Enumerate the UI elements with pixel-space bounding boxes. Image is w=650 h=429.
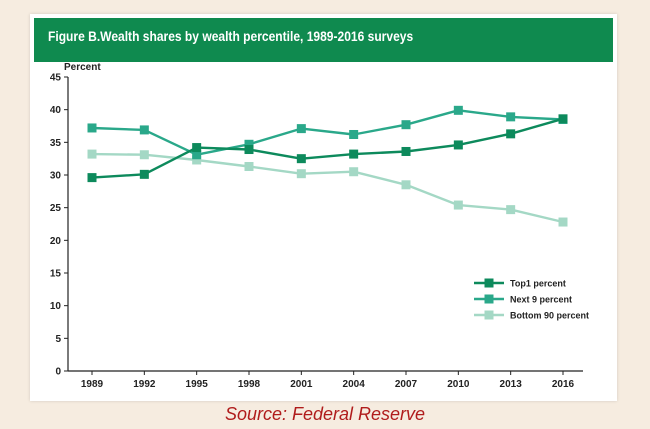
- x-tick-label-2004: 2004: [343, 379, 366, 390]
- x-tick-label-2001: 2001: [290, 379, 313, 390]
- point-next-9-percent-1992: [139, 125, 149, 135]
- legend-marker-top1-percent: [484, 278, 494, 288]
- figure-card: Figure B.Wealth shares by wealth percent…: [30, 14, 617, 401]
- y-tick-label-10: 10: [50, 301, 62, 312]
- point-bottom-90-percent-1995: [192, 155, 202, 165]
- y-tick-label-0: 0: [55, 367, 61, 378]
- y-tick-label-25: 25: [50, 203, 62, 214]
- legend-marker-next-9-percent: [484, 294, 494, 304]
- series-line-bottom-90-percent: [91, 152, 564, 224]
- point-next-9-percent-2013: [506, 112, 516, 122]
- point-top1-percent-1995: [192, 143, 202, 153]
- point-top1-percent-2016: [558, 114, 568, 124]
- x-tick-label-2010: 2010: [447, 379, 470, 390]
- source-caption: Source: Federal Reserve: [224, 404, 426, 424]
- point-bottom-90-percent-1989: [87, 149, 97, 159]
- y-tick-label-30: 30: [50, 171, 62, 182]
- x-tick-label-2013: 2013: [500, 379, 523, 390]
- point-top1-percent-2001: [296, 154, 306, 164]
- x-tick-label-1992: 1992: [133, 379, 156, 390]
- point-bottom-90-percent-2004: [349, 167, 359, 177]
- x-tick-label-1995: 1995: [186, 379, 209, 390]
- point-next-9-percent-2004: [349, 129, 359, 139]
- legend-label-next-9-percent: Next 9 percent: [510, 295, 572, 305]
- point-top1-percent-1989: [87, 173, 97, 183]
- title-bar: Figure B.Wealth shares by wealth percent…: [34, 18, 613, 62]
- x-tick-label-2016: 2016: [552, 379, 575, 390]
- y-tick-label-35: 35: [50, 138, 62, 149]
- point-next-9-percent-1989: [87, 123, 97, 133]
- point-top1-percent-2004: [349, 149, 359, 159]
- point-bottom-90-percent-2001: [296, 169, 306, 179]
- point-next-9-percent-2001: [296, 124, 306, 134]
- x-tick-label-1998: 1998: [238, 379, 261, 390]
- y-tick-label-20: 20: [50, 236, 62, 247]
- legend-label-top1-percent: Top1 percent: [510, 279, 566, 289]
- point-bottom-90-percent-1992: [139, 150, 149, 160]
- point-top1-percent-1992: [139, 169, 149, 179]
- point-bottom-90-percent-2013: [506, 205, 516, 215]
- y-tick-label-40: 40: [50, 105, 62, 116]
- point-next-9-percent-1998: [244, 139, 254, 149]
- point-top1-percent-1998: [244, 145, 254, 155]
- series-line-top1-percent: [91, 117, 564, 179]
- y-axis-label: Percent: [64, 62, 101, 73]
- point-top1-percent-2010: [453, 140, 463, 150]
- point-top1-percent-2007: [401, 146, 411, 156]
- chart-title: Figure B.Wealth shares by wealth percent…: [48, 28, 414, 44]
- legend-marker-bottom-90-percent: [484, 310, 494, 320]
- x-tick-label-2007: 2007: [395, 379, 418, 390]
- y-tick-label-45: 45: [50, 73, 62, 84]
- point-next-9-percent-1995: [192, 150, 202, 160]
- point-bottom-90-percent-1998: [244, 162, 254, 172]
- point-next-9-percent-2010: [453, 105, 463, 115]
- point-bottom-90-percent-2016: [558, 217, 568, 227]
- legend-label-bottom-90-percent: Bottom 90 percent: [510, 311, 589, 321]
- x-tick-label-1989: 1989: [81, 379, 104, 390]
- point-bottom-90-percent-2010: [453, 200, 463, 210]
- y-tick-label-15: 15: [50, 269, 62, 280]
- point-top1-percent-2013: [506, 129, 516, 139]
- series-line-next-9-percent: [91, 109, 564, 156]
- point-next-9-percent-2007: [401, 120, 411, 130]
- y-tick-label-5: 5: [55, 334, 61, 345]
- point-bottom-90-percent-2007: [401, 180, 411, 190]
